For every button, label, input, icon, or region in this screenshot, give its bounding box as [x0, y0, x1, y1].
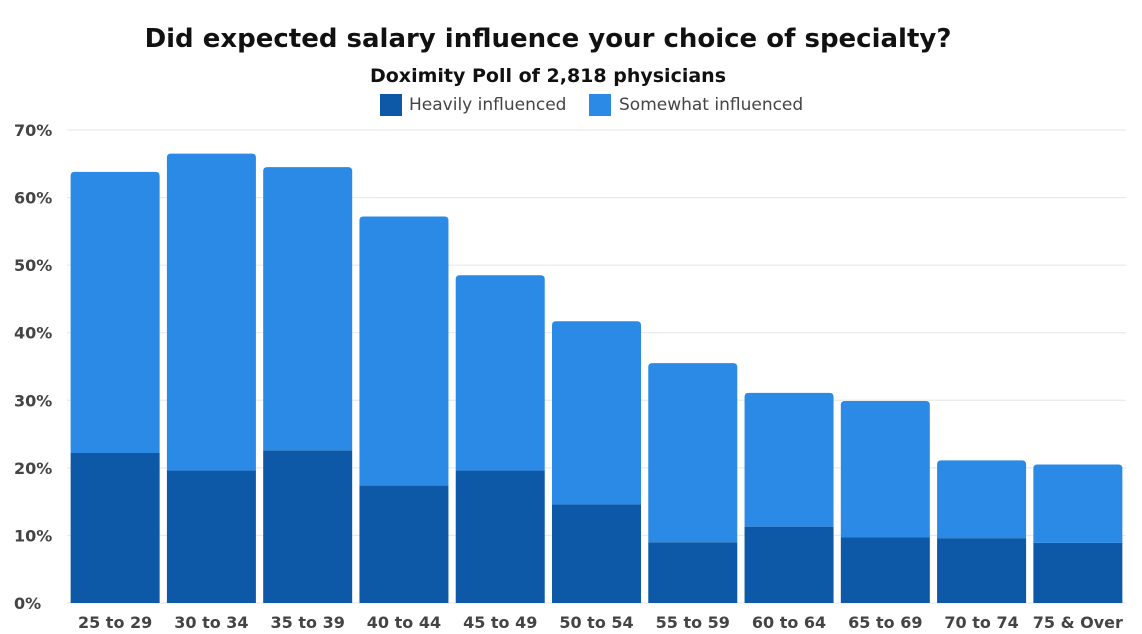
bar-segment-heavily-influenced [359, 485, 449, 603]
bar-segment-somewhat-influenced [648, 363, 738, 543]
bar-segment-heavily-influenced [552, 504, 641, 603]
x-tick-label: 55 to 59 [656, 613, 730, 632]
bar-group [552, 321, 641, 603]
bar-group [840, 400, 930, 603]
y-tick-label: 50% [14, 256, 52, 275]
y-tick-label: 10% [14, 526, 52, 545]
y-tick-label: 60% [14, 189, 52, 208]
bar-segment-heavily-influenced [166, 470, 256, 603]
y-axis: 0% 10% 20% 30% 40% 50% 60% 70% [14, 121, 52, 613]
x-tick-label: 50 to 54 [559, 613, 633, 632]
bar-segment-somewhat-influenced [1033, 464, 1123, 543]
legend-swatch [589, 94, 611, 116]
y-tick-label: 70% [14, 121, 52, 140]
bar-segment-heavily-influenced [70, 452, 160, 603]
bar-group [1033, 464, 1123, 603]
bars [70, 153, 1123, 603]
bar-segment-somewhat-influenced [359, 216, 449, 486]
y-tick-label: 0% [14, 594, 41, 613]
y-tick-label: 30% [14, 391, 52, 410]
bar-segment-somewhat-influenced [937, 460, 1027, 539]
x-tick-label: 25 to 29 [78, 613, 152, 632]
bar-segment-somewhat-influenced [263, 167, 353, 451]
bar-group [263, 167, 353, 603]
bar-segment-heavily-influenced [840, 537, 930, 603]
bar-segment-heavily-influenced [1033, 542, 1123, 603]
bar-segment-somewhat-influenced [840, 400, 930, 538]
bar-segment-somewhat-influenced [70, 171, 160, 453]
legend-label: Heavily influenced [409, 95, 566, 115]
bar-segment-heavily-influenced [263, 450, 353, 603]
x-tick-label: 65 to 69 [848, 613, 922, 632]
legend-swatch [380, 94, 402, 116]
bar-segment-heavily-influenced [455, 470, 545, 603]
x-axis: 25 to 29 30 to 34 35 to 39 40 to 44 45 to 49… [78, 613, 1123, 632]
bar-group [166, 153, 256, 603]
bar-group [648, 363, 738, 603]
x-tick-label: 75 & Over [1033, 613, 1123, 632]
x-tick-label: 45 to 49 [463, 613, 537, 632]
x-tick-label: 30 to 34 [174, 613, 248, 632]
bar-segment-somewhat-influenced [166, 153, 256, 471]
legend-label: Somewhat influenced [619, 95, 803, 115]
bar-segment-somewhat-influenced [552, 321, 641, 505]
bar-segment-somewhat-influenced [744, 392, 834, 527]
bar-group [937, 460, 1027, 603]
chart-title: Did expected salary influence your choic… [145, 24, 952, 54]
bar-segment-heavily-influenced [648, 542, 738, 603]
chart-subtitle: Doximity Poll of 2,818 physicians [370, 65, 726, 87]
bar-segment-heavily-influenced [744, 526, 834, 603]
x-tick-label: 35 to 39 [271, 613, 345, 632]
y-tick-label: 20% [14, 459, 52, 478]
bar-segment-heavily-influenced [937, 538, 1027, 603]
y-tick-label: 40% [14, 324, 52, 343]
bar-group [359, 216, 449, 603]
x-tick-label: 40 to 44 [367, 613, 441, 632]
x-tick-label: 60 to 64 [752, 613, 826, 632]
bar-group [744, 392, 834, 603]
bar-group [455, 275, 545, 603]
x-tick-label: 70 to 74 [944, 613, 1018, 632]
bar-segment-somewhat-influenced [455, 275, 545, 471]
legend: Heavily influenced Somewhat influenced [380, 94, 803, 116]
bar-group [70, 171, 160, 603]
